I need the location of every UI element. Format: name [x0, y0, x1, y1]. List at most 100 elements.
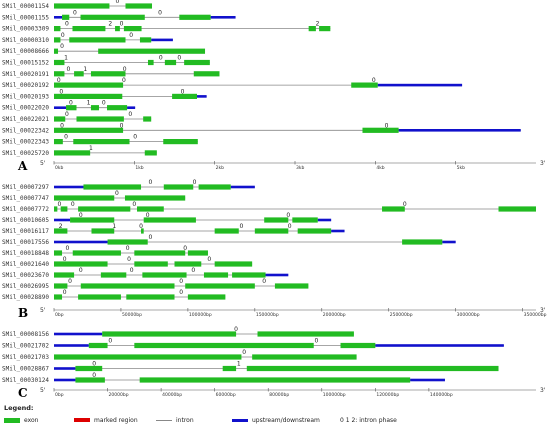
exon [78, 206, 131, 212]
legend: Legend: exon marked region intron upstre… [4, 404, 544, 426]
exon [54, 26, 61, 32]
panel-label: C [18, 386, 28, 400]
gene-name: SMil_00007772 [2, 206, 49, 213]
exon [147, 59, 154, 66]
gene-name: SMil_00022020 [2, 105, 49, 112]
intron-swatch [156, 419, 172, 421]
legend-item-intron: intron [156, 416, 194, 424]
exon [351, 82, 378, 88]
gene-name: SMil_00010605 [2, 217, 49, 224]
exon [179, 14, 211, 20]
axis-tick-label: 4kb [376, 165, 384, 171]
three-prime-label: 3' [540, 160, 546, 167]
intron-phase-label: 1 [112, 223, 116, 230]
exon [90, 105, 99, 111]
exon [80, 283, 175, 289]
axis-tick-label: 2kb [216, 165, 224, 171]
exon [134, 261, 168, 267]
intron-phase-label: 0 [65, 245, 69, 252]
gene-name: SMil_00007297 [2, 184, 49, 191]
exon [185, 283, 255, 289]
five-prime-label: 5' [40, 160, 46, 167]
intron-phase-label: 0 [179, 278, 183, 285]
exon [187, 294, 226, 300]
upstream-region [54, 378, 76, 382]
downstream-region [210, 16, 236, 19]
gene-name: SMil_00023670 [2, 272, 49, 279]
downstream-region [230, 185, 255, 189]
exon [54, 150, 91, 156]
upstream-region [54, 344, 89, 347]
upstream-region [54, 367, 76, 370]
exon [126, 294, 175, 300]
legend-item-updown: upstream/downstream [232, 416, 320, 424]
intron-phase-label: 0 [63, 256, 67, 263]
axis-tick-label: 100000bp [189, 312, 212, 318]
exon [142, 272, 187, 278]
exon [70, 217, 115, 223]
gene-name: SMil_00008156 [2, 331, 49, 338]
gene-name: SMil_00022343 [2, 139, 49, 146]
exon [88, 342, 108, 349]
exon [203, 272, 229, 278]
exon [54, 37, 61, 43]
exon [75, 365, 103, 372]
exon [78, 294, 121, 300]
intron-phase-label: 0 [57, 77, 61, 84]
intron-phase-label: 0 [315, 338, 319, 345]
five-prime-label: 5' [40, 307, 46, 314]
intron-phase-label: 1 [83, 66, 87, 73]
intron-phase-label: 2 [59, 223, 63, 230]
exon [54, 48, 59, 54]
intron-phase-label: 1 [87, 100, 91, 107]
exon [54, 206, 58, 212]
gene-name: SMil_00020192 [2, 82, 49, 89]
intron-phase-label: 0 [57, 201, 61, 208]
panel-label: A [17, 159, 28, 173]
intron-phase-label: 0 [79, 267, 83, 274]
axis-tick-label: 140000bp [430, 392, 453, 398]
gene-name: SMil_00021703 [2, 354, 49, 361]
legend-row: exon marked region intron upstream/downs… [4, 416, 544, 424]
intron-phase-label: 0 [64, 134, 68, 141]
intron-phase-label: 0 [122, 77, 126, 84]
gene-name: SMil_00026995 [2, 283, 49, 290]
exon [402, 239, 443, 245]
exon [174, 261, 202, 267]
downstream-region [127, 106, 136, 109]
intron-phase-label: 0 [60, 122, 64, 129]
legend-label-marked: marked region [94, 416, 138, 424]
intron-phase-label: 0 [123, 66, 127, 73]
exon [54, 250, 63, 256]
axis-tick-label: 0kb [55, 165, 63, 171]
gene-name: SMil_00028867 [2, 366, 49, 373]
exon [54, 139, 63, 145]
intron-phase-label: 0 [79, 212, 83, 219]
exon [54, 71, 65, 77]
exon [62, 14, 70, 20]
exon [66, 105, 77, 111]
exon [143, 116, 152, 122]
intron-phase-label: 0 [139, 223, 143, 230]
exon [198, 184, 231, 190]
intron-phase-label: 0 [262, 278, 266, 285]
axis-tick-label: 120000bp [376, 392, 399, 398]
exon [308, 26, 316, 32]
gene-name: SMil_00021640 [2, 261, 49, 268]
intron-phase-label: 0 [385, 122, 389, 129]
exon [54, 93, 123, 99]
gene-name: SMil_00001154 [2, 3, 49, 10]
exon [257, 331, 354, 337]
intron-phase-label: 0 [92, 372, 96, 379]
exon [252, 354, 357, 360]
intron-phase-label: 0 [242, 349, 246, 356]
gene-name: SMil_00008666 [2, 48, 49, 55]
gene-name: SMil_00022021 [2, 116, 49, 123]
exon [74, 71, 84, 77]
intron-phase-label: 0 [102, 100, 106, 107]
axis-tick-label: 50000bp [122, 312, 142, 318]
legend-item-marked: marked region [74, 416, 138, 424]
intron-phase-label: 0 [120, 122, 124, 129]
exon [163, 184, 194, 190]
intron-phase-label: 0 [207, 256, 211, 263]
